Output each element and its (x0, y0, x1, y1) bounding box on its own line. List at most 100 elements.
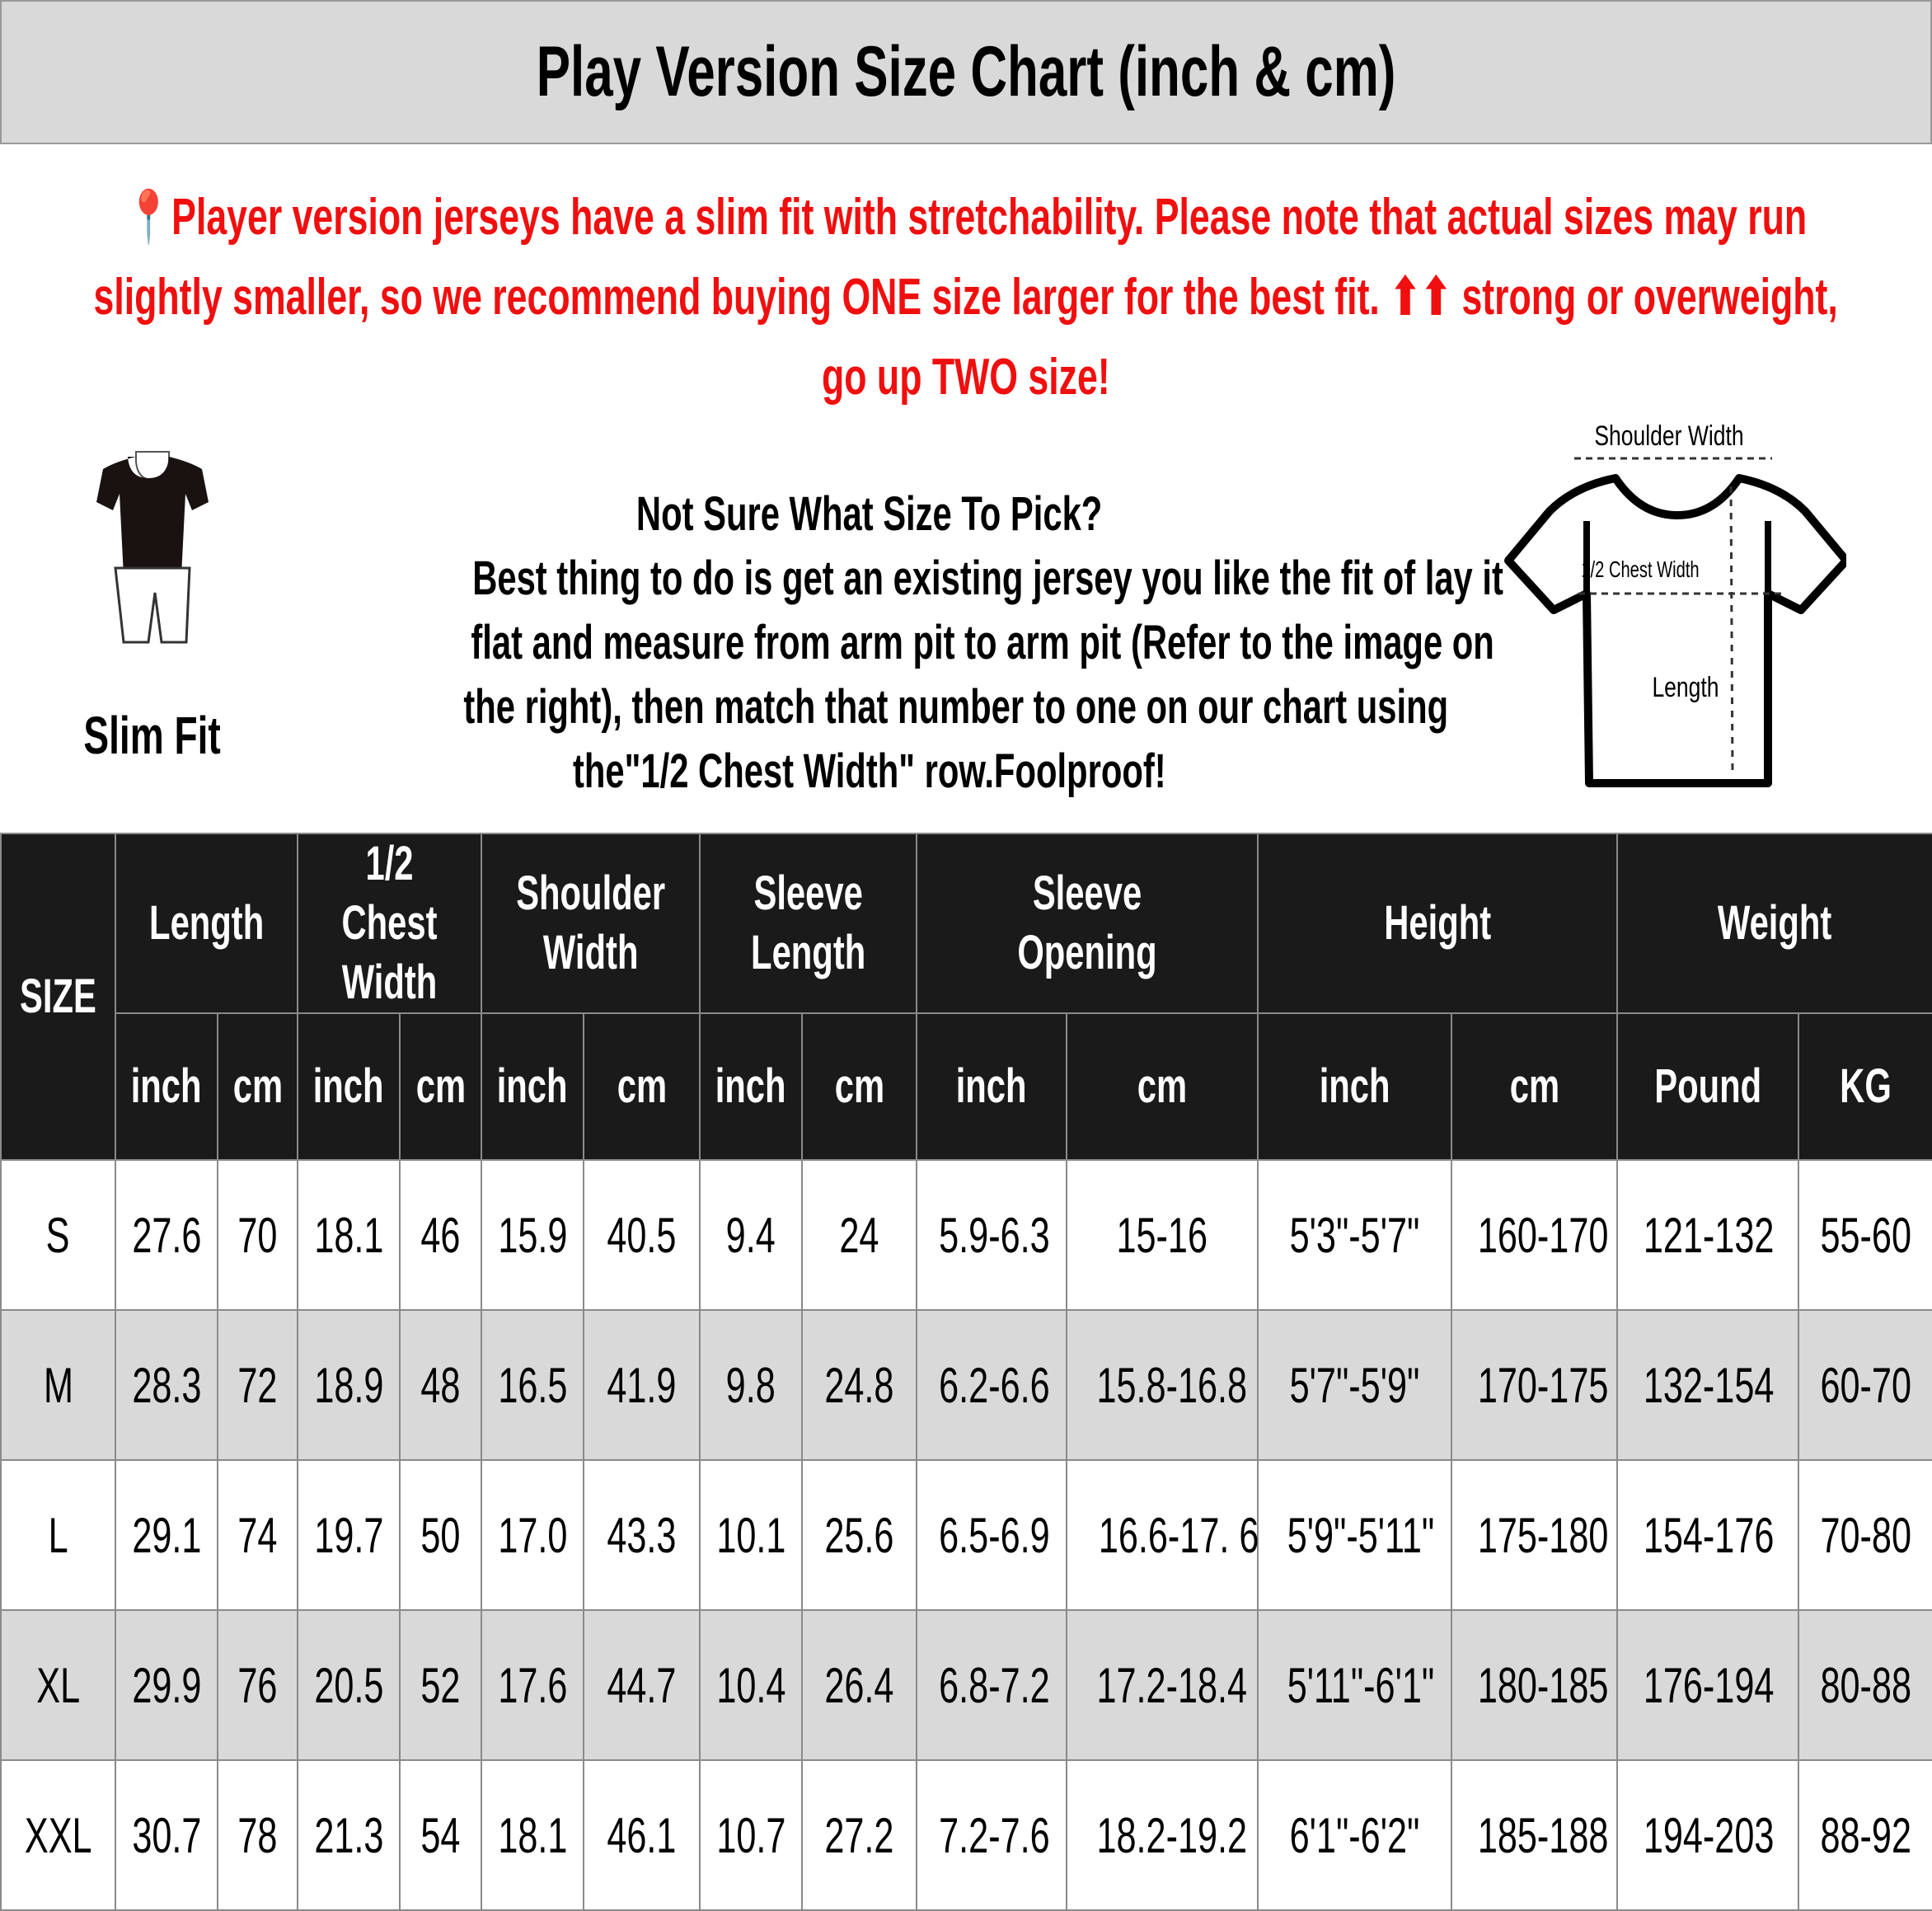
value-cell: 17.0 (481, 1459, 585, 1611)
advice-line: the right), then match that number to on… (463, 680, 1449, 734)
unit-header: cm (1066, 1012, 1259, 1161)
value-cell: 21.3 (297, 1759, 401, 1911)
value-cell: 170-175 (1451, 1309, 1619, 1461)
value-cell: 16.6-17. 6 (1066, 1459, 1259, 1611)
value-cell: 29.9 (115, 1609, 218, 1761)
value-cell: 72 (216, 1309, 299, 1461)
value-cell: 29.1 (115, 1459, 218, 1611)
unit-header: inch (115, 1012, 218, 1161)
unit-header: cm (216, 1012, 299, 1161)
size-chart-table: SIZE Length 1/2 Chest Width Shoulder Width S… (0, 833, 1932, 1911)
table-row: XXL 30.7 78 21.3 54 18.1 46.1 10.7 27.2 7.2-7.6 18… (0, 1759, 1932, 1911)
value-cell: 52 (399, 1609, 483, 1761)
value-cell: 24.8 (801, 1309, 918, 1461)
value-cell: 30.7 (115, 1759, 218, 1911)
value-cell: 17.2-18.4 (1066, 1609, 1259, 1761)
value-cell: 6'1"-6'2" (1257, 1759, 1453, 1911)
value-cell: 10.1 (699, 1459, 804, 1611)
table-row: M 28.3 72 18.9 48 16.5 41.9 9.8 24.8 6.2-6.6 15.8-… (0, 1309, 1932, 1461)
unit-header: inch (916, 1012, 1068, 1161)
value-cell: 27.2 (801, 1759, 918, 1911)
table-row: XL 29.9 76 20.5 52 17.6 44.7 10.4 26.4 6.8-7.2 17.… (0, 1609, 1932, 1761)
unit-header: inch (297, 1012, 401, 1161)
value-cell: 6.8-7.2 (916, 1609, 1068, 1761)
value-cell: 88-92 (1798, 1759, 1932, 1911)
column-group-header: Length (114, 833, 299, 1014)
value-cell: 70 (216, 1159, 299, 1311)
unit-header: Pound (1616, 1012, 1800, 1161)
value-cell: 176-194 (1616, 1609, 1800, 1761)
advice-heading: Not Sure What Size To Pick? (636, 487, 1103, 541)
column-group-header: Shoulder Width (481, 833, 701, 1014)
value-cell: 6.5-6.9 (916, 1459, 1068, 1611)
size-cell: XL (0, 1609, 116, 1761)
size-cell: S (0, 1159, 116, 1311)
value-cell: 70-80 (1798, 1459, 1932, 1611)
table-row: S 27.6 70 18.1 46 15.9 40.5 9.4 24 5.9-6.3 15-16 5'… (0, 1159, 1932, 1311)
value-cell: 15-16 (1066, 1159, 1259, 1311)
notice-line: go up TWO size! (822, 349, 1110, 406)
value-cell: 16.5 (481, 1309, 585, 1461)
size-cell: XXL (0, 1759, 116, 1911)
value-cell: 43.3 (583, 1459, 701, 1611)
slim-fit-mannequin-icon (96, 451, 209, 644)
unit-header: cm (801, 1012, 918, 1161)
unit-header: cm (399, 1012, 483, 1161)
value-cell: 55-60 (1798, 1159, 1932, 1311)
value-cell: 28.3 (115, 1309, 218, 1461)
value-cell: 78 (216, 1759, 299, 1911)
unit-header: KG (1798, 1012, 1932, 1161)
value-cell: 9.8 (699, 1309, 804, 1461)
unit-header: cm (1451, 1012, 1619, 1161)
advice-line: Best thing to do is get an existing jers… (472, 552, 1503, 605)
value-cell: 80-88 (1798, 1609, 1932, 1761)
value-cell: 10.4 (699, 1609, 804, 1761)
column-group-header: 1/2 Chest Width (297, 833, 483, 1014)
value-cell: 160-170 (1451, 1159, 1619, 1311)
value-cell: 24 (801, 1159, 918, 1311)
size-cell: L (0, 1459, 116, 1611)
value-cell: 17.6 (481, 1609, 585, 1761)
value-cell: 50 (399, 1459, 483, 1611)
value-cell: 154-176 (1616, 1459, 1800, 1611)
advice-line: flat and measure from arm pit to arm pit… (471, 616, 1494, 669)
size-cell: M (0, 1309, 116, 1461)
notice-line: 📍Player version jerseys have a slim fit … (125, 189, 1807, 246)
value-cell: 41.9 (583, 1309, 701, 1461)
value-cell: 18.1 (297, 1159, 401, 1311)
sizing-advice: Not Sure What Size To Pick? Best thing t… (272, 482, 1503, 804)
page-title: Play Version Size Chart (inch & cm) (536, 32, 1396, 111)
tshirt-measurement-icon: Shoulder Width 1/2 Chest Width Length (1504, 420, 1846, 787)
value-cell: 40.5 (583, 1159, 701, 1311)
fit-notice: 📍Player version jerseys have a slim fit … (0, 177, 1932, 417)
value-cell: 5'9"-5'11" (1257, 1459, 1453, 1611)
unit-header: inch (1257, 1012, 1453, 1161)
value-cell: 26.4 (801, 1609, 918, 1761)
column-group-header: Sleeve Length (699, 833, 918, 1014)
value-cell: 18.9 (297, 1309, 401, 1461)
value-cell: 9.4 (699, 1159, 804, 1311)
value-cell: 5.9-6.3 (916, 1159, 1068, 1311)
advice-line: the"1/2 Chest Width" row.Foolproof! (573, 744, 1166, 798)
value-cell: 5'3"-5'7" (1257, 1159, 1453, 1311)
unit-header: inch (481, 1012, 585, 1161)
size-header: SIZE (0, 833, 116, 1161)
column-group-header: Sleeve Opening (916, 833, 1259, 1014)
value-cell: 7.2-7.6 (916, 1759, 1068, 1911)
shoulder-width-label: Shoulder Width (1594, 420, 1743, 452)
value-cell: 27.6 (115, 1159, 218, 1311)
chest-width-label: 1/2 Chest Width (1581, 557, 1699, 583)
column-group-header: Height (1257, 833, 1619, 1014)
table-row: L 29.1 74 19.7 50 17.0 43.3 10.1 25.6 6.5-6.9 16.6… (0, 1459, 1932, 1611)
value-cell: 48 (399, 1309, 483, 1461)
value-cell: 25.6 (801, 1459, 918, 1611)
value-cell: 6.2-6.6 (916, 1309, 1068, 1461)
unit-header: inch (699, 1012, 804, 1161)
value-cell: 18.1 (481, 1759, 585, 1911)
value-cell: 76 (216, 1609, 299, 1761)
value-cell: 54 (399, 1759, 483, 1911)
notice-line: slightly smaller, so we recommend buying… (93, 269, 1839, 326)
value-cell: 10.7 (699, 1759, 804, 1911)
length-label: Length (1652, 672, 1719, 703)
value-cell: 18.2-19.2 (1066, 1759, 1259, 1911)
